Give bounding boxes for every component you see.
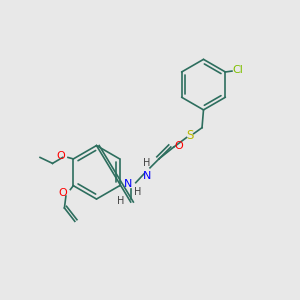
Text: N: N: [143, 171, 151, 181]
Text: S: S: [186, 129, 194, 142]
Text: Cl: Cl: [233, 65, 244, 76]
Text: H: H: [143, 158, 151, 168]
Text: O: O: [58, 188, 68, 198]
Text: H: H: [134, 187, 141, 197]
Text: O: O: [56, 151, 65, 161]
Text: N: N: [124, 179, 132, 189]
Text: H: H: [117, 196, 125, 206]
Text: O: O: [174, 140, 183, 151]
